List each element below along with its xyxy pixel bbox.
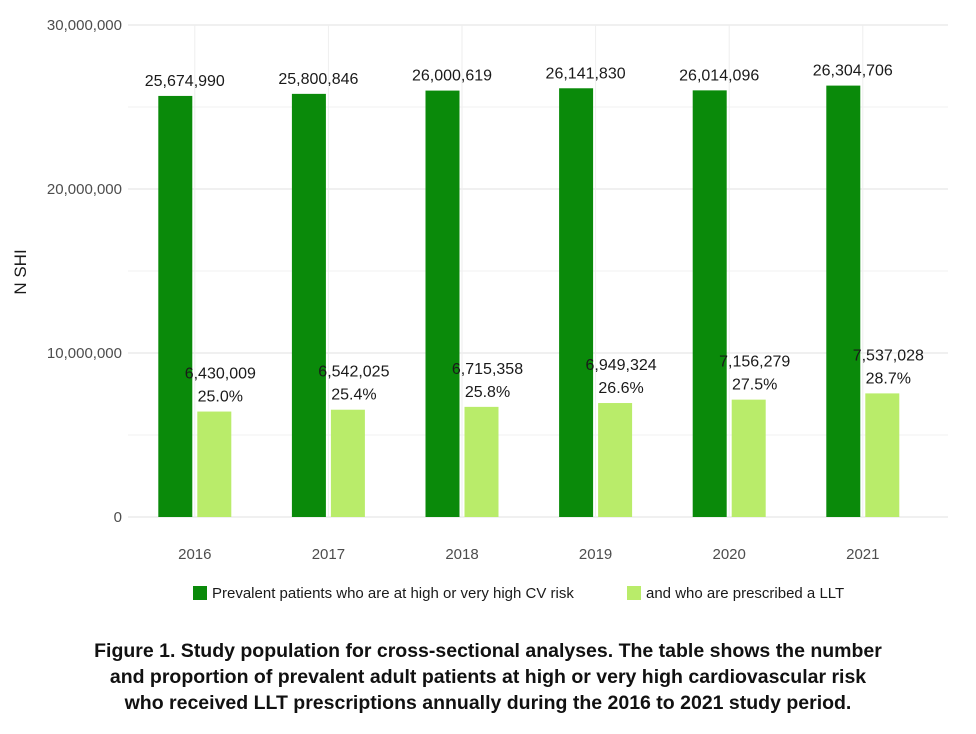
bar-prescribed-llt bbox=[598, 403, 633, 517]
legend-label-prescribed-llt: and who are prescribed a LLT bbox=[646, 585, 844, 602]
data-label-prescribed-llt: 6,430,009 bbox=[185, 366, 256, 383]
bar-high-cv-risk bbox=[291, 93, 326, 518]
data-label-percent: 28.7% bbox=[866, 370, 911, 387]
data-label-high-cv-risk: 26,000,619 bbox=[412, 68, 492, 85]
data-label-high-cv-risk: 26,014,096 bbox=[679, 67, 759, 84]
data-label-prescribed-llt: 6,542,025 bbox=[318, 364, 389, 381]
bar-high-cv-risk bbox=[559, 88, 594, 517]
gridlines bbox=[128, 24, 948, 518]
legend: Prevalent patients who are at high or ve… bbox=[193, 585, 844, 602]
data-label-high-cv-risk: 25,674,990 bbox=[145, 73, 225, 90]
x-axis-ticks: 2016 2017 2018 2019 2020 2021 bbox=[178, 546, 879, 563]
y-tick-label: 20,000,000 bbox=[47, 181, 122, 198]
data-label-percent: 27.5% bbox=[732, 377, 777, 394]
data-label-prescribed-llt: 7,156,279 bbox=[719, 354, 790, 371]
data-label-high-cv-risk: 25,800,846 bbox=[278, 71, 358, 88]
data-label-percent: 25.0% bbox=[198, 389, 243, 406]
x-tick-label: 2019 bbox=[579, 546, 612, 563]
data-label-prescribed-llt: 6,949,324 bbox=[586, 357, 657, 374]
x-tick-label: 2018 bbox=[445, 546, 478, 563]
y-tick-label: 0 bbox=[114, 509, 122, 526]
y-axis-ticks: 0 10,000,000 20,000,000 30,000,000 bbox=[47, 17, 122, 526]
bar-high-cv-risk bbox=[826, 85, 861, 518]
bar-prescribed-llt bbox=[330, 409, 365, 517]
caption-line: who received LLT prescriptions annually … bbox=[124, 692, 852, 714]
figure-caption: Figure 1. Study population for cross-sec… bbox=[20, 638, 956, 716]
caption-line: Figure 1. Study population for cross-sec… bbox=[94, 640, 882, 662]
data-label-high-cv-risk: 26,304,706 bbox=[813, 63, 893, 80]
bar-prescribed-llt bbox=[865, 393, 900, 517]
data-label-percent: 26.6% bbox=[598, 380, 643, 397]
bar-high-cv-risk bbox=[692, 90, 727, 517]
y-tick-label: 30,000,000 bbox=[47, 17, 122, 34]
legend-swatch-prescribed-llt bbox=[627, 586, 641, 600]
x-tick-label: 2020 bbox=[713, 546, 746, 563]
data-label-percent: 25.8% bbox=[465, 384, 510, 401]
bar-high-cv-risk bbox=[425, 90, 460, 518]
data-label-percent: 25.4% bbox=[331, 387, 376, 404]
x-tick-label: 2017 bbox=[312, 546, 345, 563]
bars bbox=[158, 85, 900, 518]
data-label-high-cv-risk: 26,141,830 bbox=[546, 65, 626, 82]
bar-prescribed-llt bbox=[197, 411, 232, 517]
data-label-prescribed-llt: 6,715,358 bbox=[452, 361, 523, 378]
x-tick-label: 2021 bbox=[846, 546, 879, 563]
y-tick-label: 10,000,000 bbox=[47, 345, 122, 362]
y-axis-label: N SHI bbox=[11, 249, 30, 294]
bar-prescribed-llt bbox=[464, 406, 499, 517]
bar-high-cv-risk bbox=[158, 95, 193, 517]
x-tick-label: 2016 bbox=[178, 546, 211, 563]
data-labels: 25,674,990 6,430,009 25.0% 25,800,846 6,542,… bbox=[145, 63, 924, 406]
bar-prescribed-llt bbox=[731, 399, 766, 517]
legend-swatch-high-cv-risk bbox=[193, 586, 207, 600]
legend-label-high-cv-risk: Prevalent patients who are at high or ve… bbox=[212, 585, 574, 602]
caption-line: and proportion of prevalent adult patien… bbox=[109, 666, 867, 688]
bar-chart: 0 10,000,000 20,000,000 30,000,000 N SHI 25… bbox=[11, 17, 948, 602]
data-label-prescribed-llt: 7,537,028 bbox=[853, 347, 924, 364]
